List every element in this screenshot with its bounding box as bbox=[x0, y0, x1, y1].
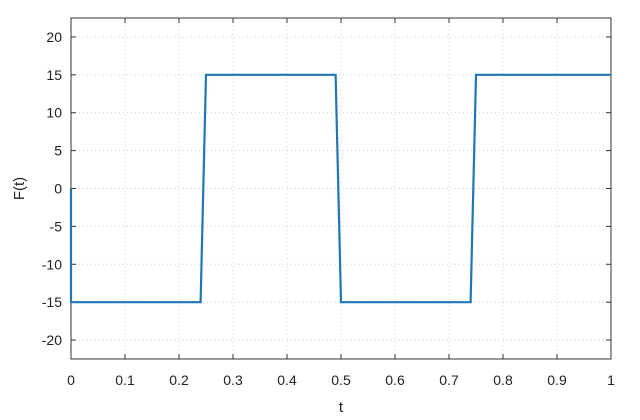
x-tick-label: 0.5 bbox=[331, 372, 351, 388]
x-tick-label: 0.7 bbox=[439, 372, 459, 388]
x-tick-label: 0.9 bbox=[547, 372, 567, 388]
x-tick-label: 0.6 bbox=[385, 372, 405, 388]
x-tick-label: 1 bbox=[607, 372, 615, 388]
series-line bbox=[69, 73, 611, 304]
y-tick-labels: -20 -15 -10 -5 0 5 10 15 20 bbox=[42, 29, 62, 348]
y-tick-label: 10 bbox=[46, 105, 62, 121]
y-tick-label: 5 bbox=[54, 143, 62, 159]
y-tick-label: 20 bbox=[46, 29, 62, 45]
y-axis-label: F(t) bbox=[11, 177, 28, 200]
tick-marks bbox=[70, 18, 612, 359]
y-tick-label: -10 bbox=[42, 256, 62, 272]
grid bbox=[71, 18, 611, 359]
x-tick-label: 0.8 bbox=[493, 372, 513, 388]
x-tick-label: 0.1 bbox=[115, 372, 135, 388]
y-tick-label: -15 bbox=[42, 294, 62, 310]
y-tick-label: -5 bbox=[50, 218, 63, 234]
y-tick-label: -20 bbox=[42, 332, 62, 348]
y-tick-label: 15 bbox=[46, 67, 62, 83]
x-tick-label: 0.4 bbox=[277, 372, 297, 388]
x-axis-label: t bbox=[339, 399, 344, 416]
series-group bbox=[69, 73, 611, 304]
x-tick-label: 0 bbox=[67, 372, 75, 388]
x-tick-label: 0.3 bbox=[223, 372, 243, 388]
x-tick-labels: 0 0.1 0.2 0.3 0.4 0.5 0.6 0.7 0.8 0.9 1 bbox=[67, 372, 615, 388]
y-tick-label: 0 bbox=[54, 181, 62, 197]
x-tick-label: 0.2 bbox=[169, 372, 189, 388]
